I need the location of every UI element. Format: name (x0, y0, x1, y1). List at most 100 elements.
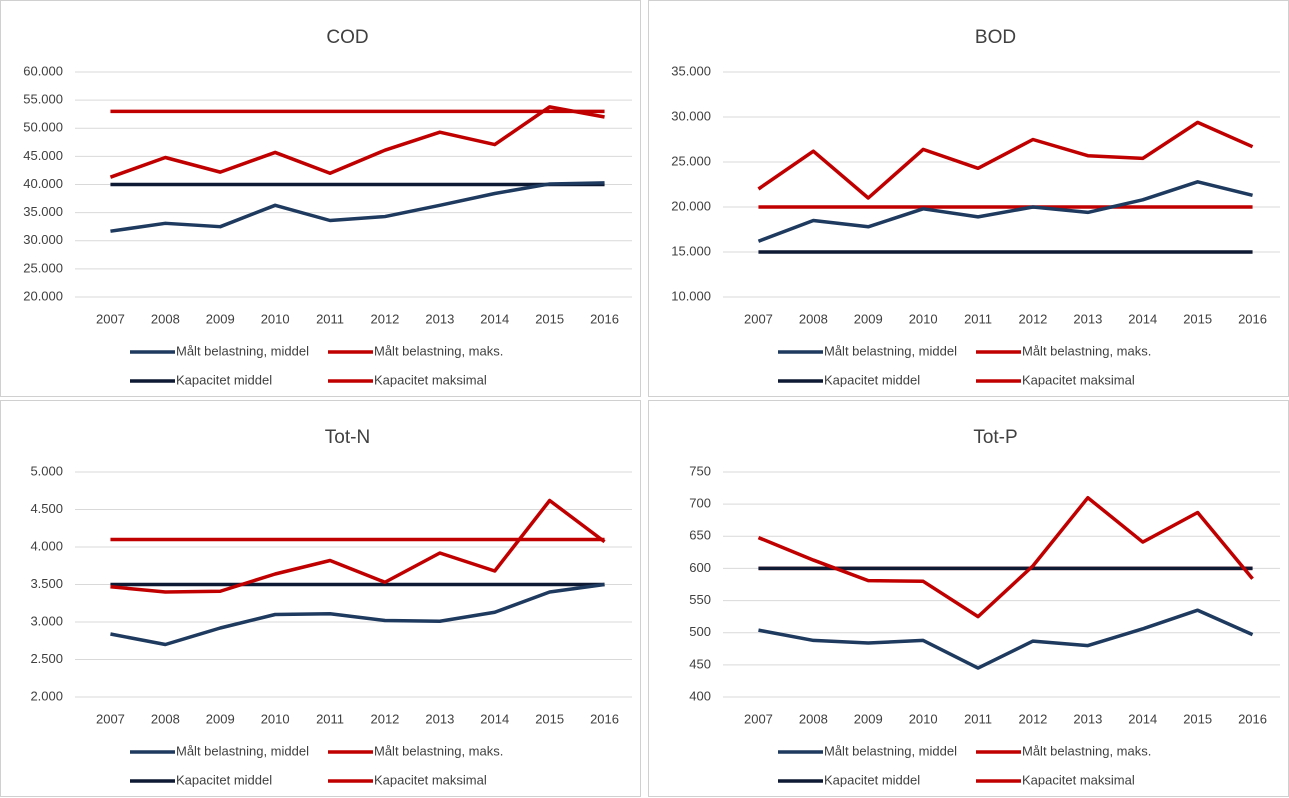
x-tick-label: 2012 (370, 711, 399, 726)
y-tick-label: 400 (689, 688, 711, 703)
y-tick-label: 550 (689, 592, 711, 607)
x-tick-label: 2016 (1238, 711, 1267, 726)
x-tick-label: 2010 (261, 711, 290, 726)
x-tick-label: 2007 (744, 711, 773, 726)
x-tick-label: 2013 (425, 311, 454, 326)
x-tick-label: 2008 (151, 711, 180, 726)
x-tick-label: 2014 (1128, 711, 1157, 726)
x-tick-label: 2007 (96, 711, 125, 726)
y-tick-label: 3.500 (30, 576, 63, 591)
y-tick-label: 20.000 (671, 198, 711, 213)
legend-label: Målt belastning, maks. (374, 343, 503, 358)
legend-label: Målt belastning, middel (176, 743, 309, 758)
y-tick-label: 2.000 (30, 688, 63, 703)
y-tick-label: 5.000 (30, 463, 63, 478)
legend-label: Kapacitet maksimal (1022, 772, 1135, 787)
x-tick-label: 2008 (799, 711, 828, 726)
y-tick-label: 15.000 (671, 243, 711, 258)
series-line (758, 608, 1254, 670)
x-tick-label: 2009 (854, 311, 883, 326)
y-tick-label: 40.000 (23, 176, 63, 191)
y-tick-label: 700 (689, 496, 711, 511)
legend-label: Kapacitet maksimal (1022, 372, 1135, 387)
x-tick-label: 2007 (744, 311, 773, 326)
legend-label: Målt belastning, middel (824, 343, 957, 358)
x-tick-label: 2007 (96, 311, 125, 326)
y-tick-label: 25.000 (671, 153, 711, 168)
chart-panel: COD 20.000 25.000 30.000 35.000 40.000 45.000 5… (0, 0, 641, 397)
chart-panel: Tot-P 400 450 500 550 600 650 700 750 2007 2008 200… (648, 400, 1289, 797)
series-line (110, 498, 606, 594)
x-tick-label: 2015 (535, 311, 564, 326)
x-tick-label: 2016 (590, 711, 619, 726)
y-tick-label: 500 (689, 624, 711, 639)
x-tick-label: 2015 (535, 711, 564, 726)
legend-label: Målt belastning, maks. (374, 743, 503, 758)
x-tick-label: 2014 (1128, 311, 1157, 326)
y-tick-label: 600 (689, 560, 711, 575)
y-tick-label: 3.000 (30, 613, 63, 628)
chart-panel: Tot-N 2.000 2.500 3.000 3.500 4.000 4.500 5.000… (0, 400, 641, 797)
y-tick-label: 30.000 (671, 108, 711, 123)
series-line (757, 180, 1253, 243)
x-tick-label: 2015 (1183, 311, 1212, 326)
y-tick-label: 4.000 (30, 538, 63, 553)
y-tick-label: 10.000 (671, 288, 711, 303)
legend-label: Kapacitet maksimal (374, 772, 487, 787)
x-tick-label: 2014 (480, 311, 509, 326)
series-line (757, 120, 1254, 200)
legend-label: Kapacitet middel (824, 372, 920, 387)
y-tick-label: 30.000 (23, 232, 63, 247)
y-tick-label: 4.500 (30, 501, 63, 516)
x-tick-label: 2013 (1073, 711, 1102, 726)
y-tick-label: 55.000 (23, 92, 63, 107)
legend-label: Kapacitet middel (176, 372, 272, 387)
x-tick-label: 2016 (590, 311, 619, 326)
x-tick-label: 2016 (1238, 311, 1267, 326)
y-tick-label: 60.000 (23, 63, 63, 78)
series-line (110, 582, 605, 647)
x-tick-label: 2011 (316, 311, 344, 326)
x-tick-label: 2012 (1018, 311, 1047, 326)
legend-label: Kapacitet middel (176, 772, 272, 787)
chart-title: COD (326, 27, 368, 48)
x-tick-label: 2008 (151, 311, 180, 326)
x-tick-label: 2009 (206, 711, 235, 726)
y-tick-label: 450 (689, 656, 711, 671)
chart-title: BOD (975, 27, 1016, 48)
panel-frame (0, 0, 641, 397)
chart-panel: BOD 10.000 15.000 20.000 25.000 30.000 35.000 2… (648, 0, 1289, 397)
y-tick-label: 20.000 (23, 288, 63, 303)
x-tick-label: 2013 (425, 711, 454, 726)
panel-frame (0, 400, 641, 797)
x-tick-label: 2010 (909, 711, 938, 726)
chart-title: Tot-N (325, 427, 370, 448)
x-tick-label: 2012 (1018, 711, 1047, 726)
y-tick-label: 650 (689, 528, 711, 543)
legend-label: Kapacitet maksimal (374, 372, 487, 387)
series-line (757, 495, 1254, 619)
y-tick-label: 45.000 (23, 148, 63, 163)
y-tick-label: 2.500 (30, 651, 63, 666)
y-tick-label: 750 (689, 463, 711, 478)
chart-title: Tot-P (973, 427, 1017, 448)
panel-frame (648, 400, 1289, 797)
x-tick-label: 2012 (370, 311, 399, 326)
x-tick-label: 2011 (964, 711, 992, 726)
y-tick-label: 50.000 (23, 120, 63, 135)
legend-label: Målt belastning, maks. (1022, 743, 1151, 758)
series-line (109, 105, 605, 179)
x-tick-label: 2010 (261, 311, 290, 326)
x-tick-label: 2009 (206, 311, 235, 326)
x-tick-label: 2013 (1073, 311, 1102, 326)
x-tick-label: 2014 (480, 711, 509, 726)
legend-label: Målt belastning, maks. (1022, 343, 1151, 358)
x-tick-label: 2010 (909, 311, 938, 326)
series-line (110, 181, 605, 233)
panel-frame (648, 0, 1289, 397)
x-tick-label: 2011 (964, 311, 992, 326)
x-tick-label: 2015 (1183, 711, 1212, 726)
x-tick-label: 2008 (799, 311, 828, 326)
x-tick-label: 2009 (854, 711, 883, 726)
